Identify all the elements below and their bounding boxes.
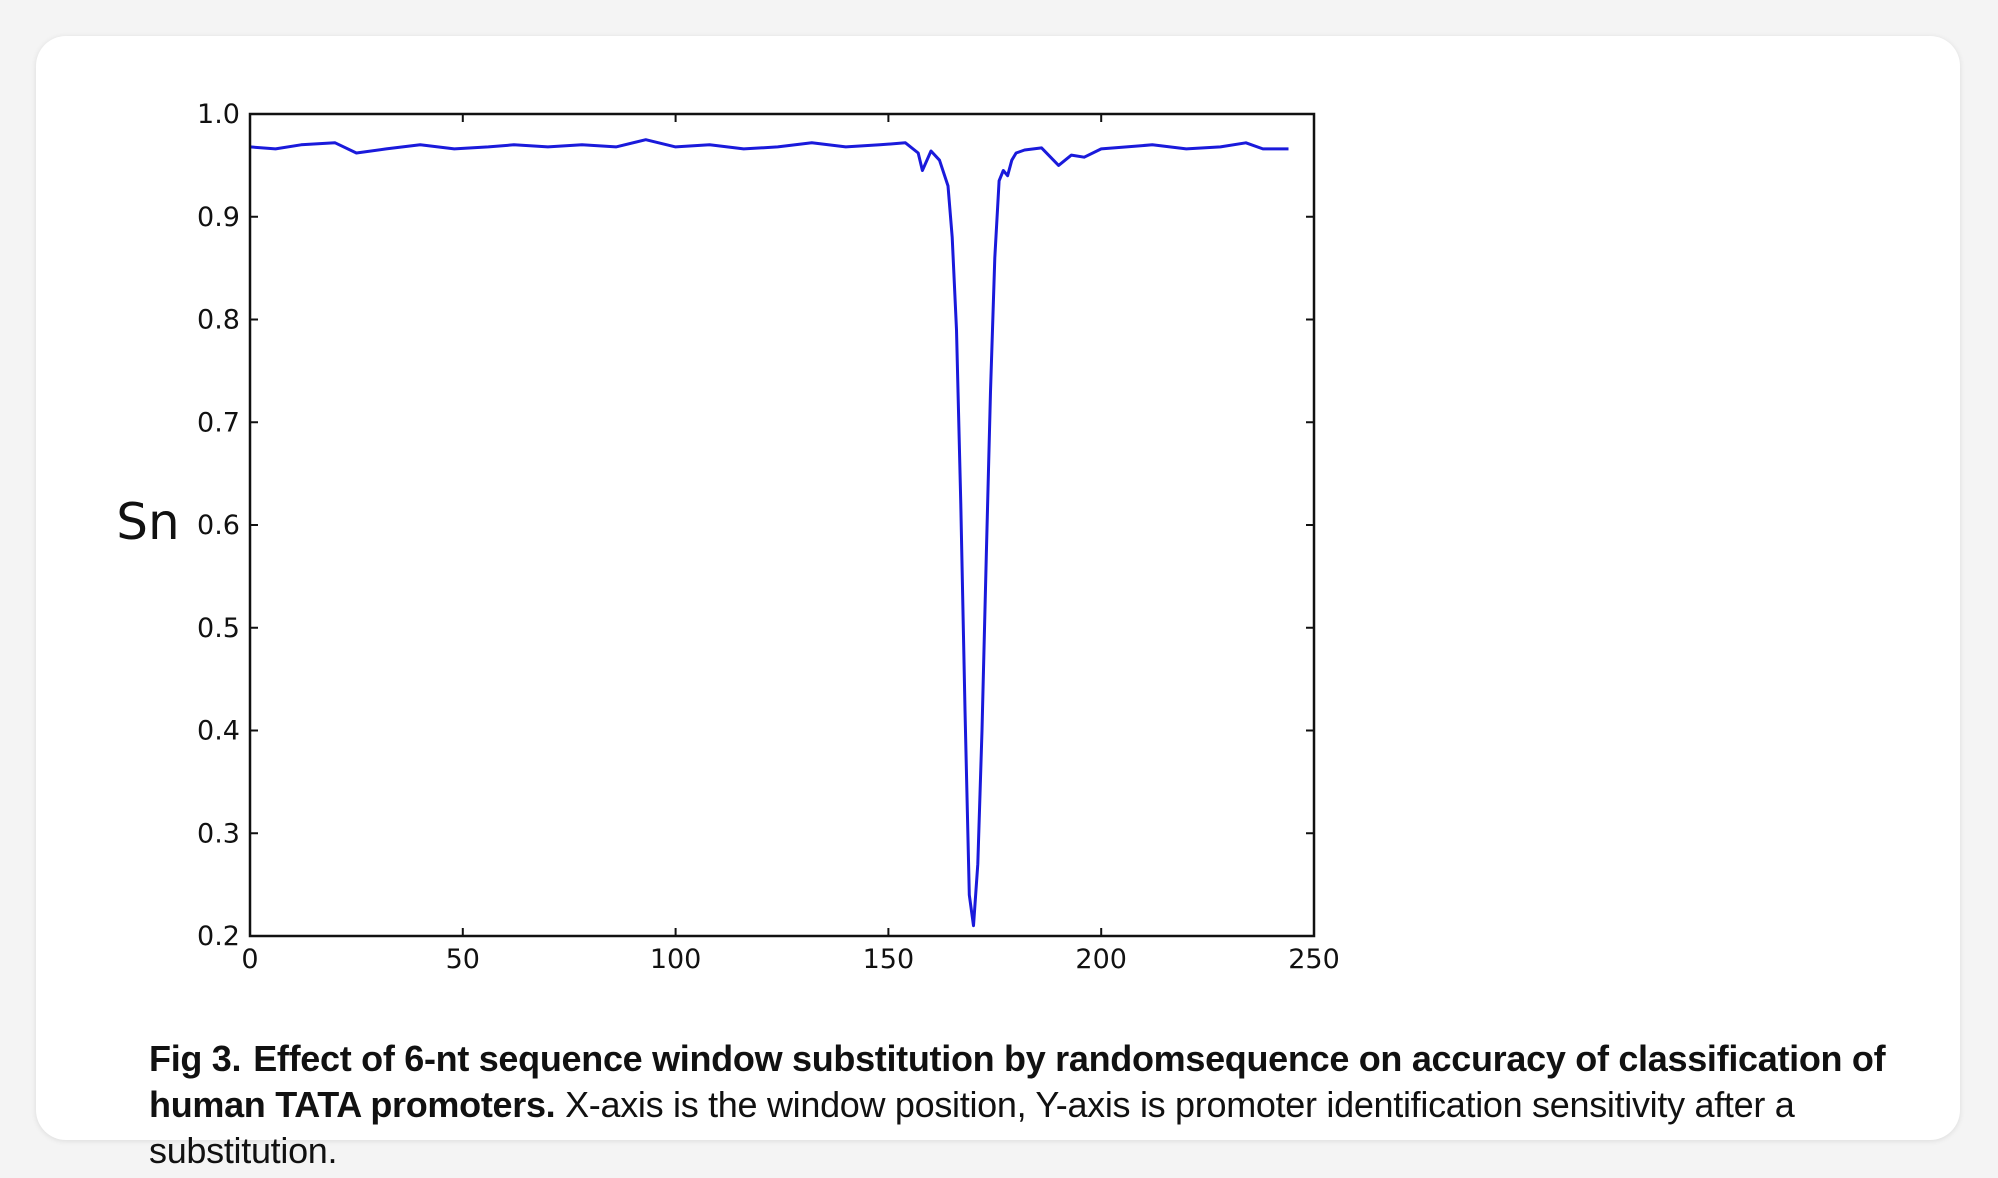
x-tick-label: 0 [241,944,258,975]
y-tick-label: 0.2 [197,921,240,952]
series-line-sn [249,138,1289,928]
y-axis-label: Sn [116,493,179,551]
y-tick-label: 0.8 [197,305,240,336]
y-tick-label: 0.6 [197,510,240,541]
x-tick-label: 250 [1288,944,1340,975]
figure-caption: Fig 3. Effect of 6-nt sequence window sub… [149,1036,1979,1174]
axis-ticks [249,113,1315,937]
x-tick-label: 150 [863,944,915,975]
x-tick-label: 50 [446,944,480,975]
line-chart: 0 50 100 150 200 250 0.2 0.3 0.4 0.5 0.6 0.7 0.8 0.9 1… [116,99,1340,975]
y-tick-label: 0.4 [197,716,240,747]
caption-fig-number: Fig 3. [149,1038,242,1079]
caption-text: X-axis is the window position, Y-axis is… [149,1084,1795,1171]
y-tick-label: 0.7 [197,407,240,438]
x-tick-label: 200 [1075,944,1127,975]
y-tick-label: 1.0 [197,99,240,130]
y-tick-label: 0.9 [197,202,240,233]
axis-tick-labels: 0 50 100 150 200 250 0.2 0.3 0.4 0.5 0.6 0.7 0.8 0.9 1… [197,99,1340,975]
x-tick-label: 100 [650,944,702,975]
figure-card: 0 50 100 150 200 250 0.2 0.3 0.4 0.5 0.6 0.7 0.8 0.9 1… [36,36,1960,1171]
caption-title: Effect of 6-nt sequence window substitut… [149,1038,1886,1125]
y-tick-label: 0.3 [197,818,240,849]
y-tick-label: 0.5 [197,613,240,644]
plot-frame [248,112,1316,938]
